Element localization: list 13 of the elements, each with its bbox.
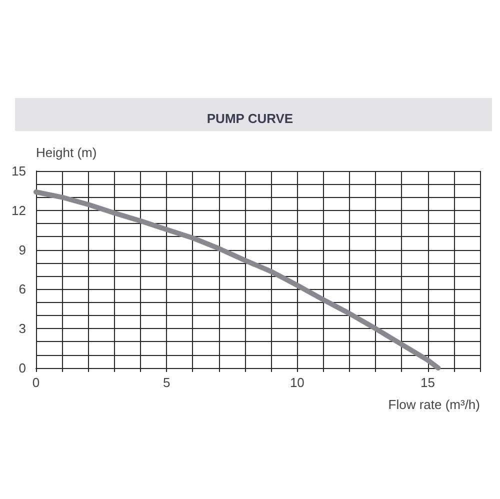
- x-axis-title: Flow rate (m³/h): [388, 397, 480, 412]
- y-tick-label: 12: [12, 202, 26, 218]
- y-tick-label: 3: [18, 321, 26, 336]
- y-tick-label: 9: [18, 242, 26, 258]
- y-tick-label: 15: [12, 164, 26, 178]
- chart-title: PUMP CURVE: [206, 111, 294, 126]
- y-tick-label: 0: [18, 360, 26, 376]
- x-tick-label: 0: [32, 375, 40, 390]
- x-tick-label: 10: [290, 375, 304, 390]
- x-tick-label: 5: [162, 375, 170, 390]
- y-tick-label: 6: [18, 282, 26, 297]
- y-axis-title: Height (m): [36, 145, 97, 160]
- x-tick-label: 15: [420, 375, 435, 390]
